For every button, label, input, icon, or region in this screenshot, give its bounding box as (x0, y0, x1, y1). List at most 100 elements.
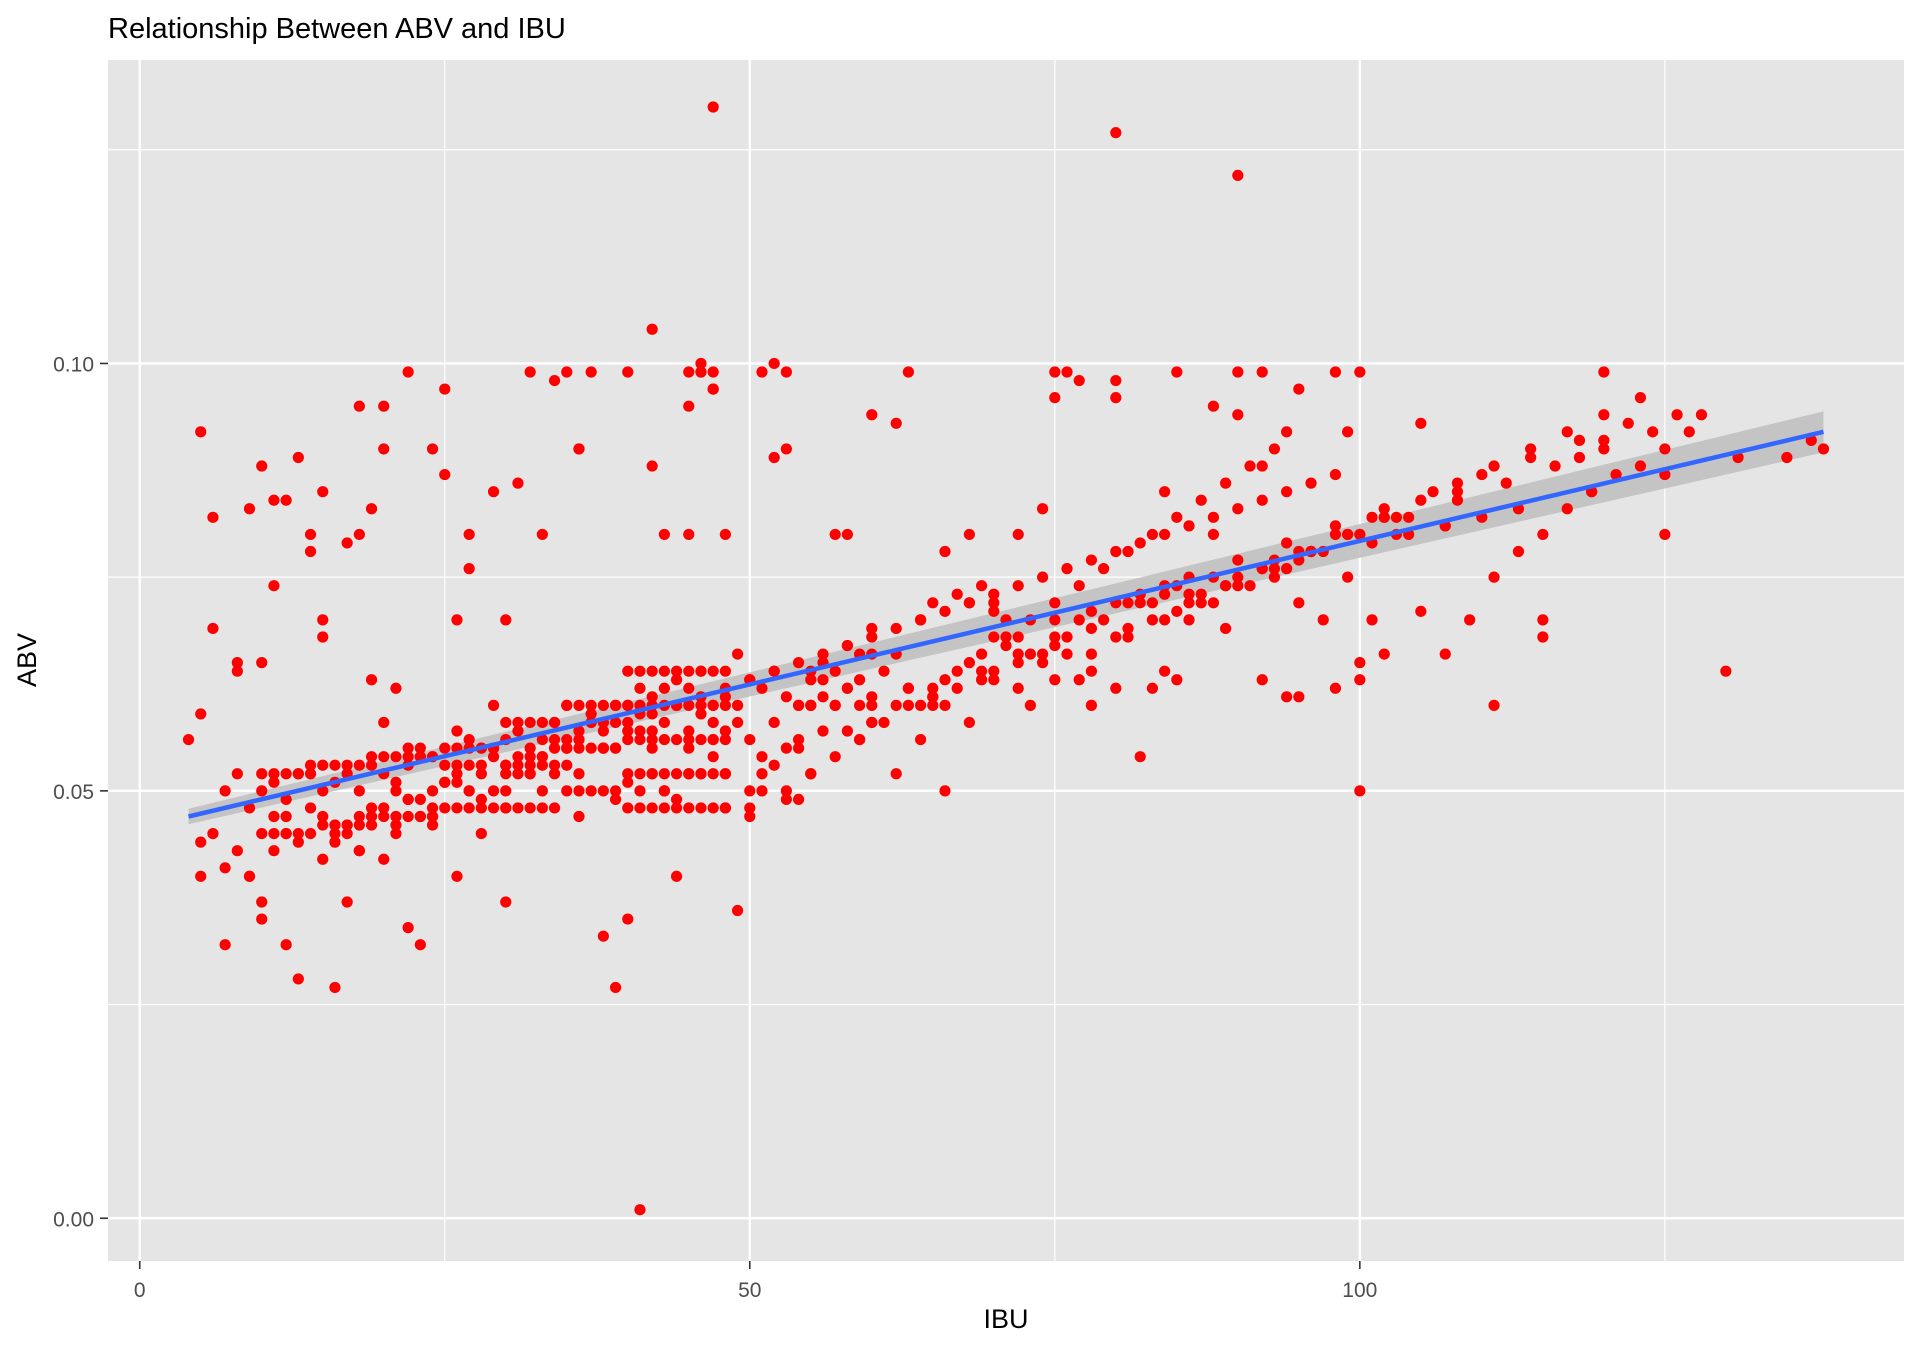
data-point (1171, 605, 1183, 617)
data-point (512, 759, 524, 771)
data-point (622, 725, 634, 737)
data-point (1293, 691, 1305, 703)
data-point (1232, 409, 1244, 421)
data-point (573, 768, 585, 780)
data-point (866, 631, 878, 643)
data-point (1012, 648, 1024, 660)
data-point (622, 366, 634, 378)
y-tick-label: 0.10 (53, 353, 94, 376)
data-point (646, 323, 658, 335)
data-point (341, 896, 353, 908)
data-point (1159, 486, 1171, 498)
data-point (353, 819, 365, 831)
data-point (280, 494, 292, 506)
data-point (1451, 494, 1464, 506)
data-point (487, 802, 500, 814)
data-point (829, 699, 841, 711)
data-point (634, 682, 646, 694)
data-point (988, 665, 1000, 677)
data-point (707, 716, 719, 729)
data-point (634, 768, 646, 780)
data-point (500, 896, 512, 908)
data-point (695, 366, 707, 378)
data-point (1061, 563, 1073, 575)
data-point (353, 400, 365, 412)
data-point (451, 802, 463, 814)
data-point (817, 691, 829, 703)
data-point (292, 973, 304, 985)
data-point (1085, 665, 1098, 677)
data-point (512, 751, 524, 763)
data-point (439, 383, 451, 395)
data-point (573, 785, 585, 797)
data-point (634, 665, 646, 677)
data-point (634, 733, 646, 746)
data-point (219, 785, 231, 797)
data-point (219, 939, 231, 951)
data-point (707, 383, 719, 395)
data-point (378, 400, 390, 412)
data-point (1683, 426, 1695, 438)
data-point (207, 827, 219, 840)
data-point (573, 725, 585, 737)
data-point (890, 622, 902, 635)
data-point (768, 759, 780, 771)
data-point (1573, 434, 1586, 446)
data-point (1207, 511, 1220, 523)
data-point (1415, 494, 1427, 506)
data-point (292, 827, 304, 840)
data-point (1329, 682, 1342, 694)
data-point (524, 802, 536, 814)
data-point (1110, 631, 1122, 643)
data-point (317, 614, 329, 626)
data-point (622, 665, 634, 677)
data-point (841, 528, 853, 541)
data-point (707, 699, 719, 711)
data-point (585, 366, 597, 378)
data-point (1110, 374, 1122, 387)
data-point (1073, 580, 1085, 592)
data-point (353, 810, 365, 823)
data-point (1354, 674, 1366, 686)
data-point (1561, 503, 1573, 515)
data-point (414, 742, 426, 754)
data-point (1281, 426, 1293, 438)
data-point (1232, 571, 1244, 583)
data-point (1159, 665, 1171, 677)
data-point (731, 699, 744, 711)
data-point (1561, 426, 1573, 438)
data-point (231, 845, 243, 857)
data-point (256, 827, 268, 840)
data-point (878, 665, 890, 677)
data-point (1281, 486, 1293, 498)
data-point (1317, 614, 1329, 626)
data-point (512, 716, 524, 729)
data-point (878, 716, 890, 729)
data-point (1268, 563, 1281, 575)
data-point (683, 733, 695, 746)
trend-line (188, 429, 1824, 819)
data-point (1122, 545, 1134, 558)
data-point (939, 605, 951, 617)
data-point (500, 768, 512, 780)
data-point (231, 657, 243, 669)
data-point (1476, 468, 1488, 481)
data-point (268, 580, 280, 592)
data-point (451, 768, 463, 780)
data-point (390, 819, 402, 831)
data-point (317, 785, 329, 797)
data-point (487, 785, 500, 797)
data-point (670, 768, 683, 780)
data-point (1122, 622, 1134, 635)
data-point (646, 733, 658, 746)
data-point (1134, 751, 1146, 763)
data-point (561, 366, 573, 378)
data-point (353, 528, 365, 541)
data-point (1622, 417, 1634, 429)
data-point (939, 699, 951, 711)
data-point (243, 503, 256, 515)
data-point (1598, 409, 1610, 421)
data-point (731, 716, 744, 729)
data-point (1256, 460, 1268, 472)
data-point (841, 725, 853, 737)
